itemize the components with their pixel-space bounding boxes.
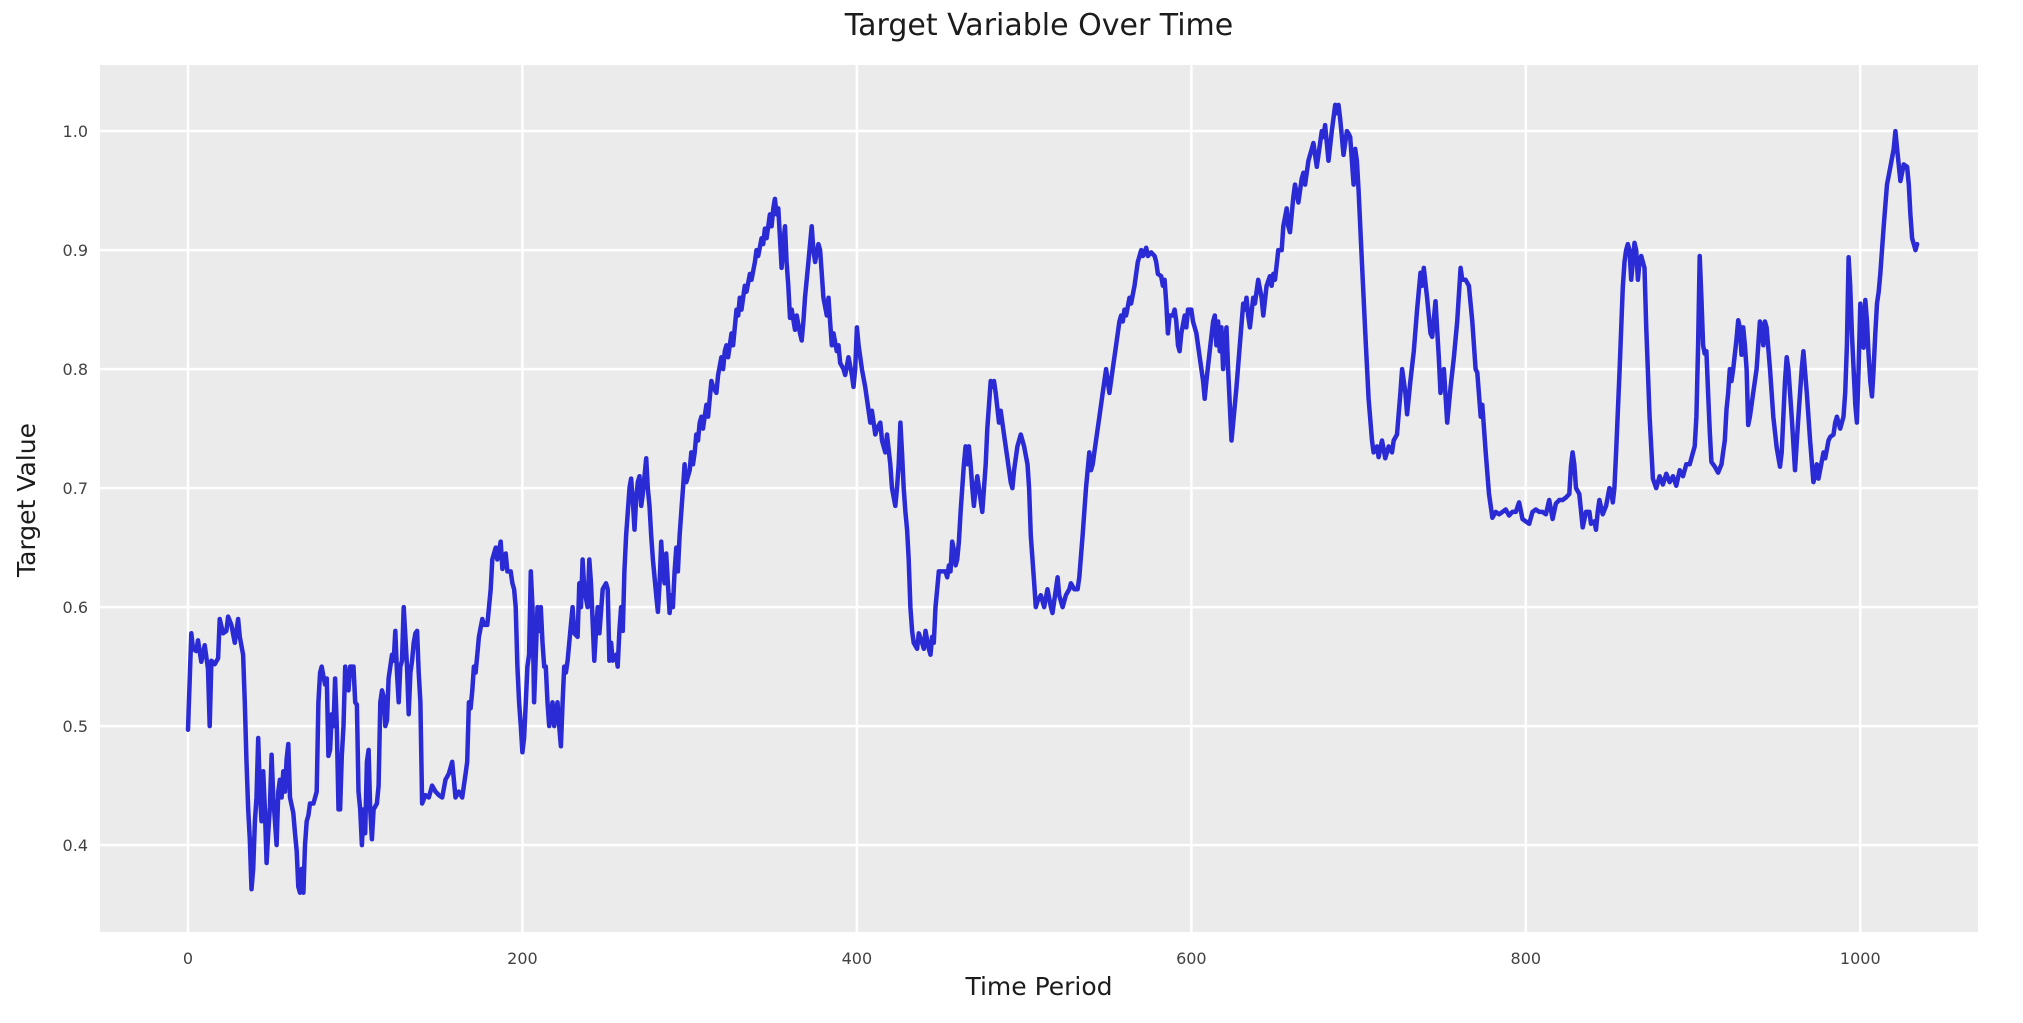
x-tick-label: 200 bbox=[507, 949, 538, 968]
chart-title: Target Variable Over Time bbox=[844, 8, 1234, 43]
y-tick-label: 0.5 bbox=[63, 717, 88, 736]
y-tick-label: 0.9 bbox=[63, 241, 88, 260]
x-axis-title: Time Period bbox=[965, 972, 1113, 1001]
x-tick-label: 600 bbox=[1176, 949, 1207, 968]
y-tick-label: 0.7 bbox=[63, 479, 88, 498]
x-tick-label: 1000 bbox=[1840, 949, 1881, 968]
plot-background bbox=[100, 65, 1978, 932]
x-tick-label: 800 bbox=[1511, 949, 1542, 968]
y-tick-label: 0.6 bbox=[63, 598, 88, 617]
y-tick-label: 0.4 bbox=[63, 836, 88, 855]
x-tick-label: 400 bbox=[842, 949, 873, 968]
y-axis-title: Target Value bbox=[12, 423, 41, 577]
y-tick-label: 1.0 bbox=[63, 122, 88, 141]
x-tick-label: 0 bbox=[183, 949, 193, 968]
y-tick-label: 0.8 bbox=[63, 360, 88, 379]
target-series-line bbox=[185, 102, 1920, 895]
